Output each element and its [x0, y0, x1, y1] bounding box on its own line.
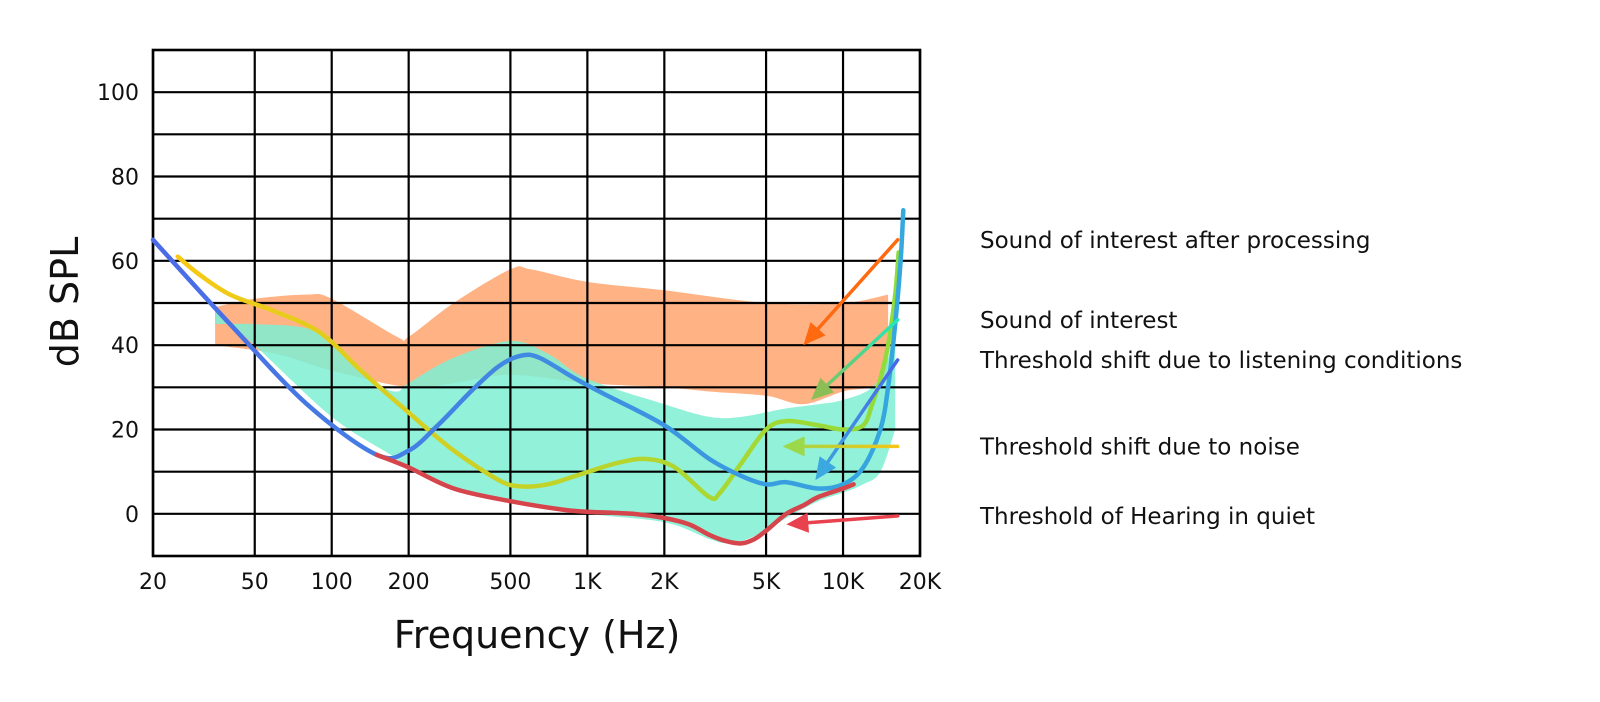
x-axis-title: Frequency (Hz)	[394, 613, 681, 657]
annotations: Sound of interest after processing Sound …	[782, 228, 1462, 533]
arrowhead-after-processing	[803, 322, 826, 346]
x-tick-label: 50	[241, 570, 269, 595]
label-sound-of-interest: Sound of interest	[980, 308, 1177, 334]
arrowhead-quiet	[786, 512, 809, 533]
y-tick-label: 20	[111, 419, 139, 444]
x-tick-label: 100	[311, 570, 353, 595]
y-tick-label: 40	[111, 334, 139, 359]
y-tick-labels: 0 20 40 60 80 100	[97, 81, 139, 528]
arrowhead-noise	[782, 436, 805, 457]
x-tick-label: 200	[388, 570, 430, 595]
band-fills	[215, 266, 896, 544]
curve-threshold-shift-due-to-noise	[175, 250, 901, 502]
y-tick-label: 0	[125, 503, 139, 528]
y-tick-label: 60	[111, 250, 139, 275]
threshold-curves	[150, 207, 906, 546]
y-tick-label: 80	[111, 166, 139, 191]
plot-frame	[151, 48, 922, 558]
x-tick-label: 10K	[822, 570, 865, 595]
label-after-processing: Sound of interest after processing	[980, 228, 1370, 254]
arrowhead-sound-of-interest	[811, 377, 834, 400]
label-listening-conditions: Threshold shift due to listening conditi…	[979, 348, 1462, 374]
label-quiet: Threshold of Hearing in quiet	[979, 504, 1315, 530]
x-tick-label: 20K	[899, 570, 942, 595]
x-tick-label: 2K	[650, 570, 679, 595]
x-tick-label: 500	[489, 570, 531, 595]
arrowhead-listening-conditions	[815, 456, 837, 481]
grid-lines	[151, 48, 922, 558]
curve-threshold-of-hearing-in-quiet	[374, 452, 856, 546]
x-tick-label: 5K	[752, 570, 781, 595]
band-sound-of-interest-after-processing	[215, 266, 889, 405]
arrow-sound-of-interest	[824, 318, 900, 389]
y-axis-title: dB SPL	[43, 237, 87, 367]
x-tick-label: 1K	[573, 570, 602, 595]
arrow-quiet	[804, 514, 900, 525]
label-noise: Threshold shift due to noise	[979, 434, 1300, 460]
x-tick-label: 20	[139, 570, 167, 595]
x-tick-labels: 20 50 100 200 500 1K 2K 5K 10K 20K	[139, 570, 942, 595]
y-tick-label: 100	[97, 81, 139, 106]
arrow-after-processing	[815, 238, 900, 333]
